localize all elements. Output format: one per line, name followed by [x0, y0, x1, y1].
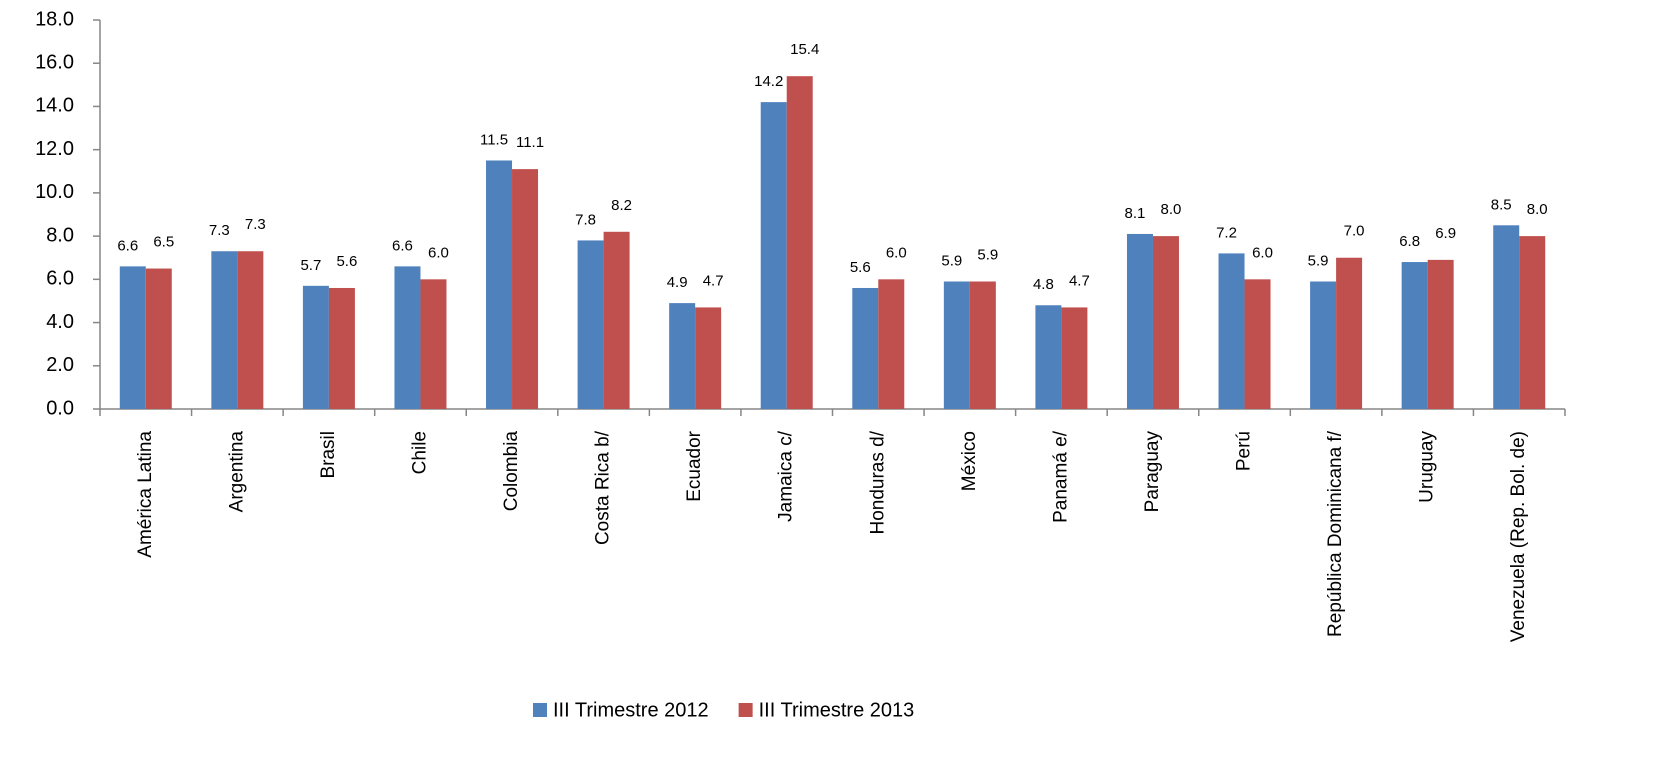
- legend: III Trimestre 2012 III Trimestre 2013: [533, 699, 914, 721]
- y-tick-label: 18.0: [35, 8, 74, 30]
- bar: [302, 285, 329, 409]
- value-label: 7.3: [209, 222, 230, 239]
- x-tick-label: Paraguay: [1142, 431, 1163, 513]
- value-label: 11.5: [480, 131, 508, 148]
- value-label: 8.2: [611, 197, 632, 214]
- value-label: 6.5: [153, 233, 174, 250]
- bar: [486, 160, 513, 409]
- value-label: 6.0: [428, 244, 449, 261]
- y-tick-label: 12.0: [35, 138, 74, 160]
- bar: [760, 102, 787, 409]
- x-tick-label: Costa Rica b/: [593, 430, 614, 545]
- value-label: 7.3: [245, 216, 266, 233]
- bar: [1310, 281, 1337, 409]
- bar: [1493, 225, 1520, 409]
- value-label: 4.7: [703, 272, 724, 289]
- bar: [878, 279, 905, 409]
- value-label: 5.9: [1308, 252, 1329, 269]
- value-label: 6.6: [392, 237, 413, 254]
- x-tick-label: Jamaica c/: [776, 430, 797, 522]
- bar: [1427, 259, 1454, 409]
- x-tick-label: Chile: [409, 431, 430, 474]
- value-label: 8.0: [1161, 201, 1182, 218]
- y-tick-label: 10.0: [35, 181, 74, 203]
- value-label: 6.0: [1252, 244, 1273, 261]
- legend-label: III Trimestre 2013: [759, 699, 915, 721]
- legend-label: III Trimestre 2012: [553, 699, 709, 721]
- bar: [852, 287, 879, 409]
- value-label: 8.1: [1125, 205, 1146, 222]
- value-label: 4.8: [1033, 276, 1054, 293]
- value-label: 8.5: [1491, 196, 1512, 213]
- value-label: 6.8: [1399, 233, 1420, 250]
- bar: [512, 169, 539, 409]
- y-tick-label: 0.0: [46, 397, 74, 419]
- value-label: 14.2: [754, 73, 783, 90]
- x-tick-label: Panamá e/: [1050, 430, 1071, 523]
- value-label: 6.0: [886, 244, 907, 261]
- value-label: 4.9: [667, 274, 688, 291]
- x-tick-label: Uruguay: [1417, 431, 1438, 503]
- y-tick-label: 4.0: [46, 311, 74, 333]
- x-tick-label: República Dominicana f/: [1325, 430, 1346, 637]
- bar: [119, 266, 146, 409]
- value-label: 7.0: [1344, 223, 1365, 240]
- value-label: 7.8: [575, 211, 596, 228]
- x-tick-label: México: [959, 431, 980, 491]
- bar: [786, 76, 813, 409]
- bar: [1035, 305, 1062, 409]
- value-label: 5.7: [300, 257, 321, 274]
- bar: [943, 281, 970, 409]
- value-label: 5.9: [941, 252, 962, 269]
- bar: [1126, 233, 1153, 409]
- bar: [669, 303, 696, 409]
- bar: [237, 251, 264, 409]
- x-tick-label: Perú: [1234, 431, 1255, 471]
- value-label: 8.0: [1527, 201, 1548, 218]
- bar: [695, 307, 722, 409]
- bar: [577, 240, 604, 409]
- x-tick-label: Ecuador: [684, 430, 705, 501]
- bar: [1336, 257, 1363, 409]
- bar: [1152, 236, 1179, 409]
- x-tick-label: Brasil: [318, 431, 339, 479]
- bar: [211, 251, 238, 409]
- x-tick-label: Argentina: [226, 431, 247, 513]
- value-label: 6.6: [117, 237, 138, 254]
- value-label: 5.9: [977, 246, 998, 263]
- value-label: 15.4: [790, 41, 819, 58]
- bar: [145, 268, 172, 409]
- value-label: 6.9: [1435, 225, 1456, 242]
- bar: [969, 281, 996, 409]
- y-tick-label: 14.0: [35, 95, 74, 117]
- bar: [1218, 253, 1245, 409]
- legend-swatch: [533, 703, 547, 717]
- x-tick-label: Venezuela (Rep. Bol. de): [1508, 431, 1529, 642]
- bar: [420, 279, 447, 409]
- x-tick-label: América Latina: [135, 431, 156, 558]
- y-tick-label: 6.0: [46, 268, 74, 290]
- y-tick-label: 8.0: [46, 224, 74, 246]
- bar: [1519, 236, 1546, 409]
- y-tick-label: 16.0: [35, 52, 74, 74]
- x-tick-label: Colombia: [501, 431, 522, 512]
- bar: [328, 287, 355, 409]
- x-tick-label: Honduras d/: [867, 430, 888, 534]
- value-label: 5.6: [336, 253, 357, 270]
- value-label: 4.7: [1069, 272, 1090, 289]
- bar: [1061, 307, 1088, 409]
- y-tick-label: 2.0: [46, 354, 74, 376]
- legend-swatch: [738, 703, 753, 717]
- bar: [394, 266, 421, 409]
- bar: [1401, 262, 1428, 409]
- value-label: 5.6: [850, 259, 871, 276]
- value-label: 7.2: [1216, 224, 1237, 241]
- bar: [603, 231, 630, 409]
- value-label: 11.1: [516, 134, 544, 151]
- bar: [1244, 279, 1271, 409]
